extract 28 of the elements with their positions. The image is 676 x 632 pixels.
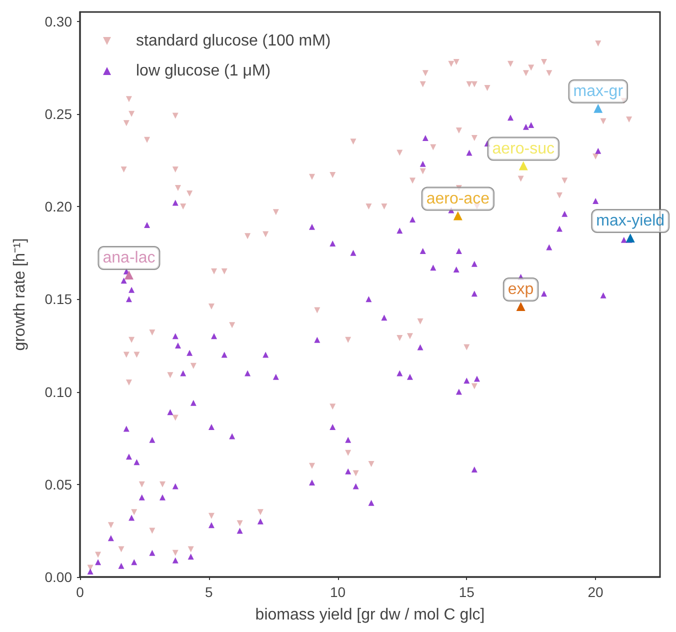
legend-label: low glucose (1 μM) [136,62,271,80]
y-tick-label: 0.30 [44,13,72,30]
point [518,161,528,170]
annotation: max-yield [596,212,665,230]
x-axis-title: biomass yield [gr dw / mol C glc] [255,606,485,624]
point [594,104,603,113]
annotation: aero-ace [426,190,490,208]
y-tick-label: 0.25 [44,106,72,122]
y-tick-label: 0.20 [44,198,72,215]
legend-label: standard glucose (100 mM) [136,32,331,50]
x-tick-label: 5 [204,584,213,600]
annotation: max-gr [573,82,624,100]
x-tick-label: 20 [588,584,604,600]
x-tick-label: 10 [330,584,346,600]
point [626,234,635,242]
annotation: exp [508,281,534,298]
point [516,302,526,312]
annotation: ana-lac [102,250,156,267]
point [124,270,134,280]
y-tick-label: 0.00 [44,569,72,585]
y-tick-label: 0.05 [44,476,72,492]
annotation: aero-suc [492,140,555,158]
point [453,211,462,220]
y-tick-label: 0.15 [44,291,72,308]
x-tick-label: 0 [76,584,84,600]
x-tick-label: 15 [458,584,475,600]
y-axis-title: growth rate [h⁻¹] [12,238,28,351]
y-tick-label: 0.10 [44,384,72,400]
